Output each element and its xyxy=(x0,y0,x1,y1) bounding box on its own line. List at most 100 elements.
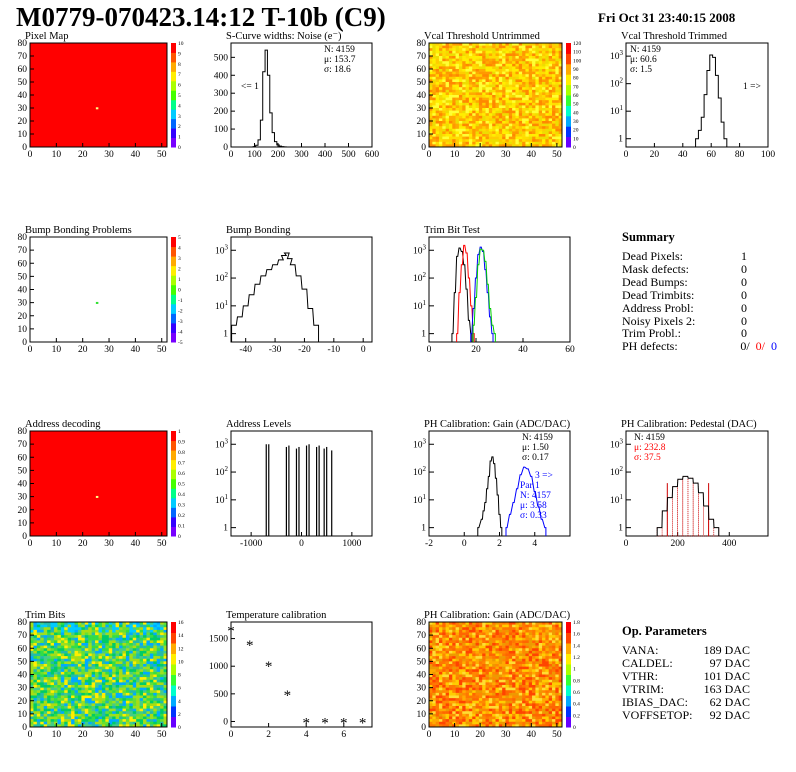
map-cell xyxy=(81,635,86,639)
map-cell xyxy=(498,87,503,91)
map-cell xyxy=(64,669,68,673)
map-cell xyxy=(532,664,536,667)
map-cell xyxy=(472,658,476,662)
map-cell xyxy=(508,700,513,704)
map-cell xyxy=(153,629,158,633)
map-cell xyxy=(522,640,526,644)
map-cell xyxy=(535,74,540,78)
map-cell xyxy=(558,671,563,675)
map-cell xyxy=(482,43,486,46)
map-cell xyxy=(455,53,460,57)
map-cell xyxy=(40,656,44,660)
scatter-point: * xyxy=(302,716,310,732)
map-cell xyxy=(139,685,144,688)
map-cell xyxy=(502,108,506,111)
map-cell xyxy=(495,56,500,59)
map-cell xyxy=(43,648,48,652)
map-cell xyxy=(478,671,483,675)
map-cell xyxy=(160,656,164,660)
map-cell xyxy=(488,650,493,654)
map-cell xyxy=(538,627,543,631)
map-cell xyxy=(119,687,123,691)
map-cell xyxy=(485,679,490,683)
map-cell xyxy=(548,682,553,686)
exponent: 3 xyxy=(620,49,624,57)
map-cell xyxy=(33,706,38,709)
map-cell xyxy=(458,690,463,694)
map-cell xyxy=(115,721,120,725)
map-cell xyxy=(30,661,34,665)
map-cell xyxy=(36,690,41,694)
map-cell xyxy=(429,82,433,85)
map-cell xyxy=(71,674,75,678)
map-cell xyxy=(442,63,446,67)
x-tick-label: 20 xyxy=(471,345,481,355)
map-cell xyxy=(36,685,41,688)
map-cell xyxy=(149,645,154,649)
map-cell xyxy=(502,118,506,122)
map-cell xyxy=(465,661,470,665)
map-cell xyxy=(488,92,493,96)
map-cell xyxy=(555,666,559,670)
map-cell xyxy=(535,139,540,143)
y-tick-label: 102 xyxy=(215,271,229,284)
exponent: 2 xyxy=(225,271,229,279)
map-cell xyxy=(149,643,154,646)
map-cell xyxy=(435,97,440,101)
y-tick-label: 80 xyxy=(18,427,28,437)
map-cell xyxy=(139,708,144,712)
map-cell xyxy=(43,635,48,639)
color-scale-step xyxy=(566,136,571,148)
map-cell xyxy=(458,666,463,670)
map-cell xyxy=(458,110,463,114)
map-cell xyxy=(535,79,540,83)
map-cell xyxy=(445,144,450,148)
map-cell xyxy=(495,139,500,143)
map-cell xyxy=(50,635,55,639)
map-cell xyxy=(525,66,530,70)
map-cell xyxy=(149,679,154,683)
map-cell xyxy=(429,113,433,117)
map-cell xyxy=(136,635,140,639)
map-cell xyxy=(545,700,549,704)
map-cell xyxy=(160,679,164,683)
map-cell xyxy=(492,658,496,662)
map-cell xyxy=(522,677,526,681)
map-cell xyxy=(435,687,440,691)
map-cell xyxy=(442,105,446,109)
map-cell xyxy=(129,624,134,628)
map-cell xyxy=(432,645,436,649)
map-cell xyxy=(515,43,520,46)
map-cell xyxy=(30,664,34,667)
map-cell xyxy=(488,640,493,644)
histogram-line xyxy=(231,252,320,342)
map-cell xyxy=(64,677,68,681)
map-cell xyxy=(548,679,553,683)
map-cell xyxy=(125,664,130,667)
map-cell xyxy=(558,89,563,93)
map-cell xyxy=(502,69,506,72)
map-cell xyxy=(495,43,500,46)
map-cell xyxy=(91,624,96,628)
map-cell xyxy=(43,703,48,707)
map-cell xyxy=(112,669,116,673)
map-cell xyxy=(432,653,436,657)
map-cell xyxy=(515,679,520,683)
map-cell xyxy=(146,666,151,670)
map-cell xyxy=(435,48,440,52)
map-cell xyxy=(555,661,559,665)
map-cell xyxy=(468,43,473,46)
map-cell xyxy=(33,711,38,715)
map-cell xyxy=(74,721,79,725)
map-cell xyxy=(129,719,134,723)
map-cell xyxy=(502,627,506,631)
map-cell xyxy=(475,139,480,143)
map-cell xyxy=(525,53,530,57)
map-cell xyxy=(468,95,473,98)
map-cell xyxy=(545,45,549,49)
map-cell xyxy=(33,703,38,707)
map-cell xyxy=(122,698,127,702)
map-cell xyxy=(160,629,164,633)
map-cell xyxy=(478,71,483,75)
map-cell xyxy=(495,703,500,707)
